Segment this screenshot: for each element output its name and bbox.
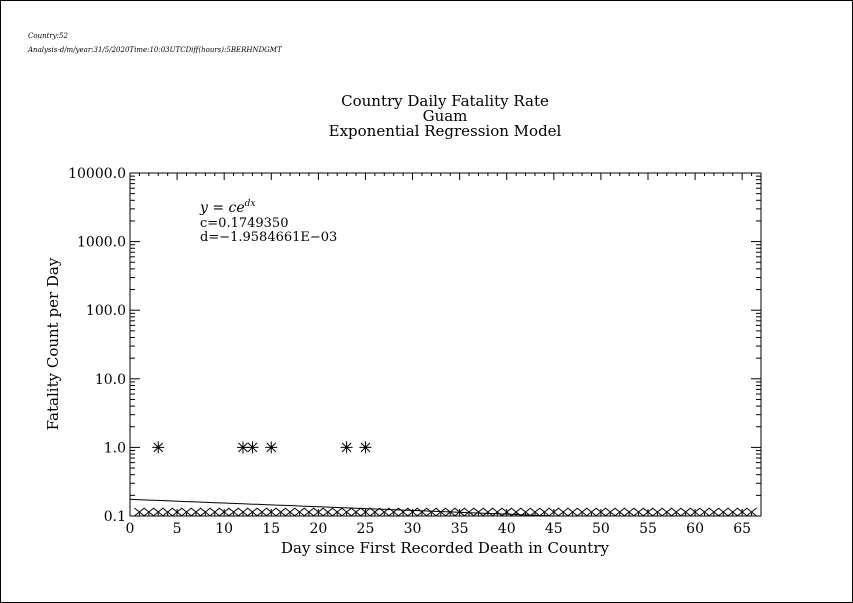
fit-curve <box>129 498 761 517</box>
zero-marker <box>190 507 202 517</box>
zero-marker <box>256 507 268 517</box>
data-point <box>265 441 278 454</box>
zero-marker <box>736 507 748 517</box>
x-tick-label: 30 <box>404 521 422 537</box>
zero-marker <box>708 507 720 517</box>
zero-marker <box>652 507 663 517</box>
x-tick-label: 20 <box>309 521 327 537</box>
chart-subtitle-model: Exponential Regression Model <box>329 122 562 140</box>
x-tick-label: 55 <box>639 521 657 537</box>
y-tick-label: 1.0 <box>104 440 126 456</box>
y-tick-label: 10.0 <box>95 372 126 388</box>
fit-d-label: d=−1.9584661E−03 <box>200 230 337 245</box>
x-tick-label: 45 <box>545 521 563 537</box>
y-tick-label: 1000.0 <box>77 235 126 251</box>
fit-equation: y = cedx <box>199 199 256 216</box>
x-tick-label: 0 <box>126 521 135 537</box>
zero-marker <box>623 507 635 517</box>
zero-marker <box>642 507 654 517</box>
zero-marker <box>605 507 616 517</box>
data-point <box>237 441 250 454</box>
zero-marker <box>548 507 560 517</box>
zero-marker <box>247 507 258 517</box>
y-tick-label: 100.0 <box>86 303 126 319</box>
fit-c-label: c=0.1749350 <box>200 216 288 231</box>
data-point <box>152 441 165 454</box>
zero-marker <box>539 507 550 517</box>
y-tick-label: 0.1 <box>104 509 126 525</box>
zero-marker <box>134 507 145 517</box>
zero-marker <box>670 507 682 517</box>
zero-marker <box>152 507 164 517</box>
x-tick-label: 40 <box>498 521 516 537</box>
zero-marker <box>567 507 578 517</box>
y-tick-label: 10000.0 <box>68 166 126 182</box>
zero-marker <box>746 507 757 517</box>
zero-marker <box>491 507 503 517</box>
y-axis-label: Fatality Count per Day <box>44 257 62 430</box>
zero-marker <box>265 507 277 517</box>
x-tick-label: 65 <box>733 521 751 537</box>
chart-subtitle-country: Guam <box>423 107 468 125</box>
axes: 0 5 10 15 20 25 30 35 40 45 50 55 60 65 0.1 1.0 10.0 100.… <box>68 166 762 537</box>
zero-marker <box>576 507 588 517</box>
data-point <box>340 441 353 454</box>
zero-marker <box>463 507 475 517</box>
data-point <box>359 441 372 454</box>
zero-marker <box>718 507 729 517</box>
data-points <box>152 441 372 454</box>
zero-marker <box>595 507 607 517</box>
zero-marker <box>294 507 305 517</box>
zero-marker <box>689 507 701 517</box>
zero-marker <box>303 507 315 517</box>
zero-marker <box>200 507 211 517</box>
zero-marker <box>143 507 155 517</box>
zero-marker <box>162 507 173 517</box>
x-tick-label: 50 <box>592 521 610 537</box>
zero-marker <box>416 507 428 517</box>
zero-marker <box>228 507 239 517</box>
x-tick-label: 60 <box>686 521 704 537</box>
x-tick-label: 10 <box>215 521 233 537</box>
zero-markers <box>134 507 757 517</box>
analysis-line: Analysis-d/m/year:31/5/2020Time:10:03UTC… <box>28 46 282 54</box>
zero-marker <box>313 507 324 517</box>
zero-marker <box>181 507 192 517</box>
data-point <box>246 441 259 454</box>
x-tick-label: 15 <box>262 521 280 537</box>
zero-marker <box>680 507 691 517</box>
zero-marker <box>473 507 484 517</box>
zero-marker <box>341 507 352 517</box>
zero-marker <box>699 507 710 517</box>
zero-marker <box>275 507 286 517</box>
zero-marker <box>661 507 673 517</box>
zero-marker <box>237 507 249 517</box>
zero-marker <box>482 507 494 517</box>
zero-marker <box>557 507 569 517</box>
x-axis-label: Day since First Recorded Death in Countr… <box>281 539 609 557</box>
chart-title: Country Daily Fatality Rate <box>341 92 549 110</box>
x-tick-label: 5 <box>173 521 182 537</box>
zero-marker <box>360 507 371 517</box>
zero-marker <box>209 507 221 517</box>
zero-marker <box>397 507 409 517</box>
zero-marker <box>331 507 343 517</box>
zero-marker <box>284 507 296 517</box>
zero-marker <box>218 507 230 517</box>
fit-curve-group <box>129 498 761 517</box>
country-line: Country:52 <box>28 32 68 40</box>
zero-marker <box>727 507 739 517</box>
zero-marker <box>322 507 334 517</box>
zero-marker <box>614 507 626 517</box>
zero-marker <box>350 507 362 517</box>
zero-marker <box>633 507 644 517</box>
zero-marker <box>426 507 437 517</box>
x-tick-label: 25 <box>357 521 375 537</box>
zero-marker <box>407 507 418 517</box>
x-tick-label: 35 <box>451 521 469 537</box>
zero-marker <box>586 507 597 517</box>
zero-marker <box>171 507 183 517</box>
